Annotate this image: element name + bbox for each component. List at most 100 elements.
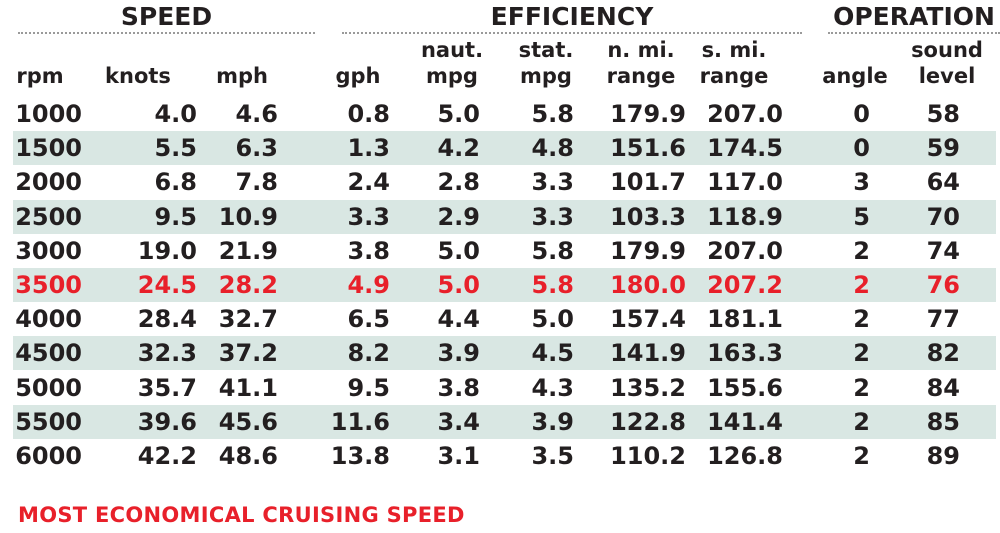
cell-nmi-range: 103.3 <box>610 202 686 231</box>
cell-naut-mpg: 3.1 <box>437 442 480 470</box>
cell-naut-mpg: 2.9 <box>437 202 480 231</box>
cell-sound-level: 85 <box>926 407 960 436</box>
cell-smi-range: 155.6 <box>707 373 783 402</box>
cell-nmi-range: 179.9 <box>610 100 686 128</box>
cell-smi-range: 163.3 <box>707 339 783 368</box>
cell-stat-mpg: 5.0 <box>531 305 574 334</box>
cell-naut-mpg: 3.4 <box>437 407 480 436</box>
cell-naut-mpg: 4.2 <box>437 134 480 163</box>
cell-knots: 32.3 <box>137 339 197 368</box>
cell-angle: 0 <box>853 100 870 128</box>
column-header-gph: gph <box>335 64 381 88</box>
column-header-nmi-range-line1: n. mi. <box>607 38 675 62</box>
table-row: 4000 28.4 32.7 6.5 4.4 5.0 157.4 181.1 2 77 <box>13 302 996 336</box>
column-header-naut-mpg: mpg <box>426 64 478 88</box>
cell-naut-mpg: 3.8 <box>437 373 480 402</box>
cell-naut-mpg: 3.9 <box>437 339 480 368</box>
cell-angle: 2 <box>853 442 870 470</box>
cell-sound-level: 70 <box>926 202 960 231</box>
cell-rpm: 3500 <box>15 271 82 299</box>
cell-sound-level: 89 <box>926 442 960 470</box>
cell-mph: 4.6 <box>235 100 278 128</box>
column-header-nmi-range: range <box>606 64 676 88</box>
cell-smi-range: 117.0 <box>707 168 783 197</box>
cell-knots: 35.7 <box>137 373 197 402</box>
cell-naut-mpg: 5.0 <box>437 271 480 299</box>
cell-mph: 48.6 <box>218 442 278 470</box>
cell-mph: 6.3 <box>235 134 278 163</box>
cell-gph: 3.8 <box>347 236 390 265</box>
cell-smi-range: 118.9 <box>707 202 783 231</box>
cell-stat-mpg: 4.3 <box>531 373 574 402</box>
cell-smi-range: 181.1 <box>707 305 783 334</box>
cell-knots: 42.2 <box>137 442 197 470</box>
cell-mph: 21.9 <box>218 236 278 265</box>
column-header-stat-mpg: mpg <box>520 64 572 88</box>
group-rule-operation <box>828 32 1000 34</box>
cell-nmi-range: 101.7 <box>610 168 686 197</box>
column-header-smi-range-line1: s. mi. <box>701 38 767 62</box>
cell-rpm: 5500 <box>15 407 82 436</box>
cell-rpm: 4500 <box>15 339 82 368</box>
cell-nmi-range: 179.9 <box>610 236 686 265</box>
table-row: 4500 32.3 37.2 8.2 3.9 4.5 141.9 163.3 2 82 <box>13 336 996 371</box>
cell-nmi-range: 135.2 <box>610 373 686 402</box>
cell-sound-level: 74 <box>926 236 960 265</box>
table-row: 1500 5.5 6.3 1.3 4.2 4.8 151.6 174.5 0 59 <box>13 131 996 166</box>
cell-smi-range: 126.8 <box>707 442 783 470</box>
cell-sound-level: 82 <box>926 339 960 368</box>
cell-gph: 4.9 <box>347 271 390 299</box>
cell-naut-mpg: 5.0 <box>437 236 480 265</box>
cell-gph: 11.6 <box>330 407 390 436</box>
column-header-rpm: rpm <box>16 64 64 88</box>
cell-stat-mpg: 3.3 <box>531 168 574 197</box>
cell-angle: 2 <box>853 236 870 265</box>
table-row: 5500 39.6 45.6 11.6 3.4 3.9 122.8 141.4 2 85 <box>13 404 996 439</box>
cell-gph: 9.5 <box>347 373 390 402</box>
cell-stat-mpg: 4.8 <box>531 134 574 163</box>
table-row: 1000 4.0 4.6 0.8 5.0 5.8 179.9 207.0 0 58 <box>13 97 996 131</box>
cell-nmi-range: 110.2 <box>610 442 686 470</box>
column-header-sound-level-line1: sound <box>911 38 983 62</box>
cell-stat-mpg: 4.5 <box>531 339 574 368</box>
cell-nmi-range: 151.6 <box>610 134 686 163</box>
cell-nmi-range: 180.0 <box>610 271 686 299</box>
cell-sound-level: 77 <box>926 305 960 334</box>
cell-gph: 6.5 <box>347 305 390 334</box>
cell-sound-level: 59 <box>926 134 960 163</box>
group-title-operation: OPERATION <box>833 2 995 31</box>
cell-stat-mpg: 5.8 <box>531 271 574 299</box>
cell-gph: 2.4 <box>347 168 390 197</box>
cell-knots: 24.5 <box>137 271 197 299</box>
cell-mph: 7.8 <box>235 168 278 197</box>
cell-gph: 8.2 <box>347 339 390 368</box>
group-title-speed: SPEED <box>120 2 213 31</box>
cell-knots: 6.8 <box>154 168 197 197</box>
cell-angle: 2 <box>853 271 870 299</box>
cell-smi-range: 207.0 <box>707 236 783 265</box>
cell-rpm: 2000 <box>15 168 82 197</box>
cell-stat-mpg: 5.8 <box>531 100 574 128</box>
cell-gph: 1.3 <box>347 134 390 163</box>
table-row: 6000 42.2 48.6 13.8 3.1 3.5 110.2 126.8 2 89 <box>13 439 996 473</box>
cell-naut-mpg: 2.8 <box>437 168 480 197</box>
cell-rpm: 4000 <box>15 305 82 334</box>
column-header-mph: mph <box>216 64 268 88</box>
cell-naut-mpg: 5.0 <box>437 100 480 128</box>
table-row: 5000 35.7 41.1 9.5 3.8 4.3 135.2 155.6 2 84 <box>13 371 996 405</box>
cell-mph: 28.2 <box>218 271 278 299</box>
cell-mph: 37.2 <box>218 339 278 368</box>
column-header-stat-mpg-line1: stat. <box>518 38 574 62</box>
column-header-smi-range: range <box>699 64 769 88</box>
cell-angle: 2 <box>853 339 870 368</box>
column-header-knots: knots <box>105 64 171 88</box>
cell-smi-range: 207.2 <box>707 271 783 299</box>
cell-angle: 2 <box>853 373 870 402</box>
cell-mph: 41.1 <box>218 373 278 402</box>
cell-stat-mpg: 5.8 <box>531 236 574 265</box>
cell-nmi-range: 157.4 <box>610 305 686 334</box>
cell-knots: 4.0 <box>154 100 197 128</box>
cell-gph: 13.8 <box>330 442 390 470</box>
cell-stat-mpg: 3.3 <box>531 202 574 231</box>
cell-sound-level: 84 <box>926 373 960 402</box>
